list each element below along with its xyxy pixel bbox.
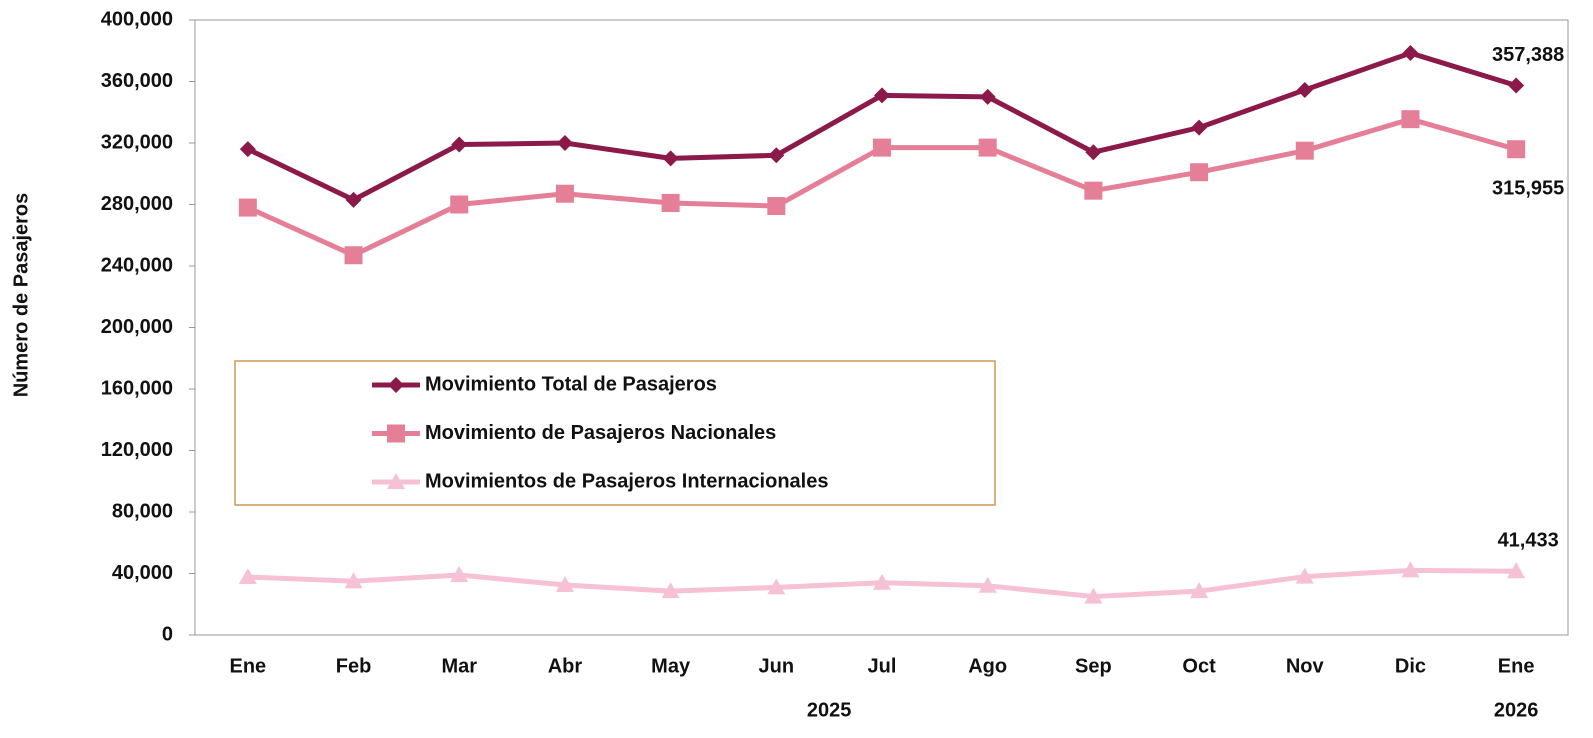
y-tick-label: 120,000 xyxy=(101,439,173,461)
marker xyxy=(450,566,469,583)
y-tick-label: 400,000 xyxy=(101,8,173,30)
marker xyxy=(661,582,680,599)
marker xyxy=(388,377,404,393)
y-axis-label: Número de Pasajeros xyxy=(10,193,32,398)
data-label: 41,433 xyxy=(1498,530,1559,552)
y-tick-label: 280,000 xyxy=(101,193,173,215)
y-tick-label: 320,000 xyxy=(101,131,173,153)
x-tick-label: Nov xyxy=(1286,655,1325,677)
marker xyxy=(556,135,573,151)
x-tick-label: Abr xyxy=(548,655,583,677)
year-label: 2026 xyxy=(1494,699,1539,721)
legend-label: Movimientos de Pasajeros Internacionales xyxy=(425,470,828,492)
marker xyxy=(662,150,679,167)
marker xyxy=(873,573,891,590)
marker xyxy=(1508,77,1525,94)
x-tick-label: Dic xyxy=(1395,655,1426,677)
marker xyxy=(767,578,786,595)
marker xyxy=(979,88,996,105)
legend-box xyxy=(234,360,996,506)
marker xyxy=(239,141,256,158)
marker xyxy=(345,191,362,208)
x-tick-label: Ene xyxy=(230,655,267,677)
x-tick-label: Oct xyxy=(1182,655,1216,677)
marker xyxy=(450,195,469,214)
marker xyxy=(1084,587,1103,604)
marker xyxy=(1085,144,1102,161)
data-label: 357,388 xyxy=(1492,44,1564,66)
marker xyxy=(238,568,257,585)
marker xyxy=(1402,45,1419,62)
marker xyxy=(873,138,891,157)
year-label: 2025 xyxy=(807,699,852,721)
marker xyxy=(344,246,363,265)
marker xyxy=(1296,81,1313,98)
y-tick-label: 80,000 xyxy=(112,500,173,522)
marker xyxy=(1401,561,1420,578)
marker xyxy=(978,138,997,157)
marker xyxy=(1401,110,1420,129)
x-tick-label: Ago xyxy=(968,655,1007,677)
x-tick-label: Jun xyxy=(759,655,795,677)
series-line xyxy=(246,50,1517,203)
data-label: 315,955 xyxy=(1492,178,1564,200)
x-tick-label: Ene xyxy=(1498,655,1535,677)
y-tick-label: 160,000 xyxy=(101,377,173,399)
plot-frame xyxy=(194,19,1569,636)
x-tick-label: Feb xyxy=(336,655,372,677)
legend-label: Movimiento de Pasajeros Nacionales xyxy=(425,422,776,444)
y-tick-label: 0 xyxy=(162,623,173,645)
marker xyxy=(874,87,890,104)
y-tick-label: 360,000 xyxy=(101,70,173,92)
marker xyxy=(387,473,405,489)
marker xyxy=(451,136,468,153)
marker xyxy=(768,147,785,164)
marker xyxy=(344,572,363,589)
marker xyxy=(555,576,574,593)
x-tick-label: Jul xyxy=(868,655,897,677)
y-tick-label: 240,000 xyxy=(101,254,173,276)
marker xyxy=(978,576,997,593)
y-tick-label: 40,000 xyxy=(112,562,173,584)
x-tick-label: Sep xyxy=(1075,655,1112,677)
legend-label: Movimiento Total de Pasajeros xyxy=(425,373,717,395)
marker xyxy=(1190,582,1209,599)
marker xyxy=(238,198,257,217)
marker xyxy=(1295,567,1314,584)
marker xyxy=(661,193,680,212)
marker xyxy=(767,197,786,216)
marker xyxy=(1190,163,1209,182)
x-tick-label: May xyxy=(651,655,691,677)
marker xyxy=(1084,181,1103,200)
marker xyxy=(1507,140,1526,159)
y-tick-label: 200,000 xyxy=(101,316,173,338)
marker xyxy=(555,184,574,203)
marker xyxy=(387,424,405,443)
marker xyxy=(1191,119,1208,136)
marker xyxy=(1507,562,1526,579)
marker xyxy=(1295,141,1314,160)
x-tick-label: Mar xyxy=(441,655,477,677)
